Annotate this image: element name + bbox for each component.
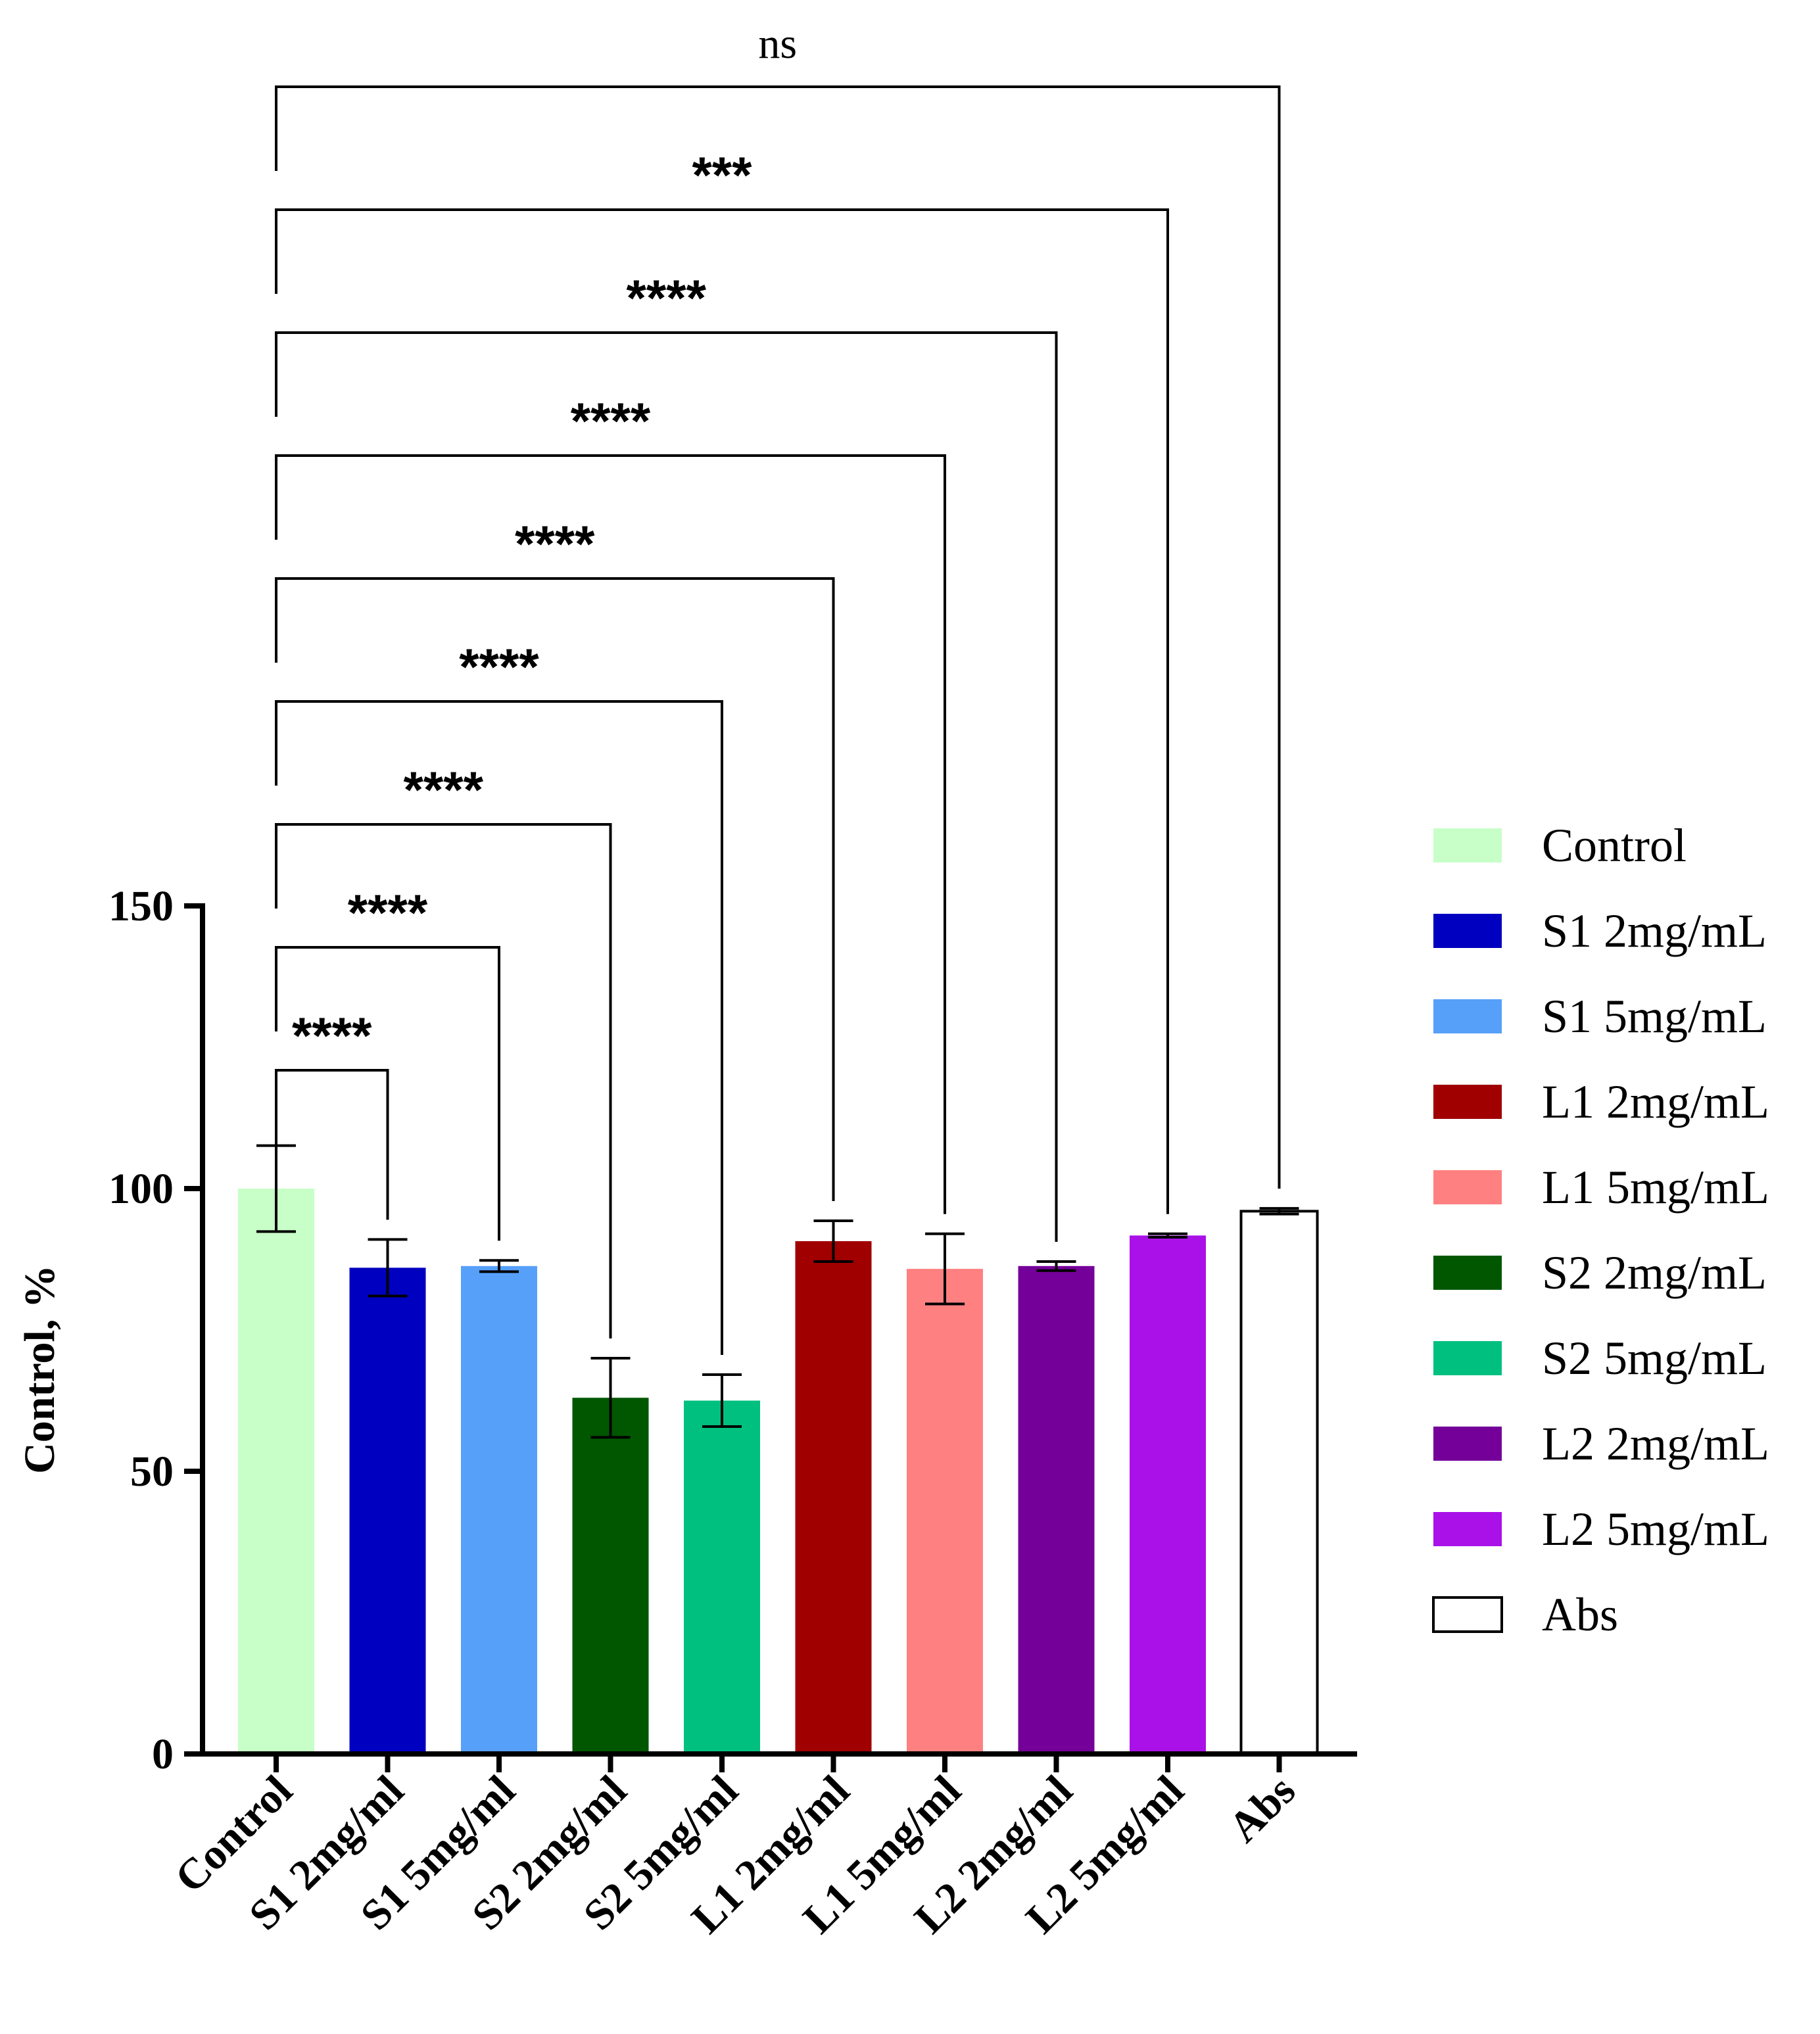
legend-swatch-5 [1433,1170,1502,1204]
legend-label-7: S2 5mg/mL [1542,1332,1767,1384]
significance-label-4: **** [459,638,539,696]
bracket-7 [275,331,1058,1242]
legend-label-5: L1 5mg/mL [1542,1161,1769,1214]
legend-label-9: L2 5mg/mL [1542,1503,1769,1555]
y-tick-label-50: 50 [130,1448,174,1496]
y-tick-label-0: 0 [152,1730,174,1778]
bar-7 [907,1269,983,1754]
legend-swatch-7 [1433,1341,1502,1375]
legend-label-6: S2 2mg/mL [1542,1246,1767,1299]
bracket-4 [275,700,723,1355]
significance-label-3: **** [404,761,484,818]
bars-group [238,1189,1319,1755]
error-bars-group [256,1144,1299,1439]
legend-label-1: Control [1542,819,1687,872]
bar-8 [1018,1265,1095,1754]
significance-label-9: ns [758,20,797,68]
legend-swatch-3 [1433,999,1502,1033]
bar-6 [795,1241,872,1754]
bracket-3 [275,823,612,1338]
legend-swatch-10 [1432,1596,1503,1633]
significance-label-8: *** [692,146,752,204]
y-tick-label-150: 150 [108,882,174,930]
legend-swatch-1 [1433,828,1502,863]
significance-label-5: **** [515,515,595,573]
legend-label-4: L1 2mg/mL [1542,1076,1769,1128]
bracket-8 [275,208,1169,1214]
bar-10 [1239,1210,1319,1755]
bracket-9 [275,85,1281,1189]
legend-label-10: Abs [1542,1588,1618,1641]
legend: Control S1 2mg/mL S1 5mg/mL L1 2mg/mL L1 5mg… [1432,819,1769,1641]
significance-label-7: **** [627,269,707,327]
legend-swatch-2 [1433,914,1502,948]
significance-label-6: **** [571,392,651,450]
legend-swatch-9 [1433,1512,1502,1546]
legend-label-2: S1 2mg/mL [1542,905,1767,957]
significance-label-1: **** [292,1006,372,1064]
bar-2 [349,1267,426,1754]
bracket-5 [275,577,835,1202]
y-axis-title: Control, % [16,1265,64,1474]
legend-swatch-4 [1433,1085,1502,1119]
legend-label-3: S1 5mg/mL [1542,990,1767,1043]
y-tick-label-100: 100 [108,1165,174,1213]
bar-3 [461,1265,537,1754]
bracket-6 [275,454,946,1214]
bar-1 [238,1189,314,1754]
significance-brackets: *******************************ns [275,20,1281,1355]
bar-5 [684,1400,760,1754]
legend-swatch-6 [1433,1256,1502,1290]
legend-label-8: L2 2mg/mL [1542,1417,1769,1470]
bracket-1 [275,1069,389,1220]
x-tick-label-10: Abs [1220,1766,1305,1851]
legend-swatch-8 [1433,1427,1502,1461]
bracket-2 [275,946,500,1241]
bar-4 [572,1398,649,1754]
bar-9 [1130,1235,1206,1754]
significance-label-2: **** [348,884,428,941]
